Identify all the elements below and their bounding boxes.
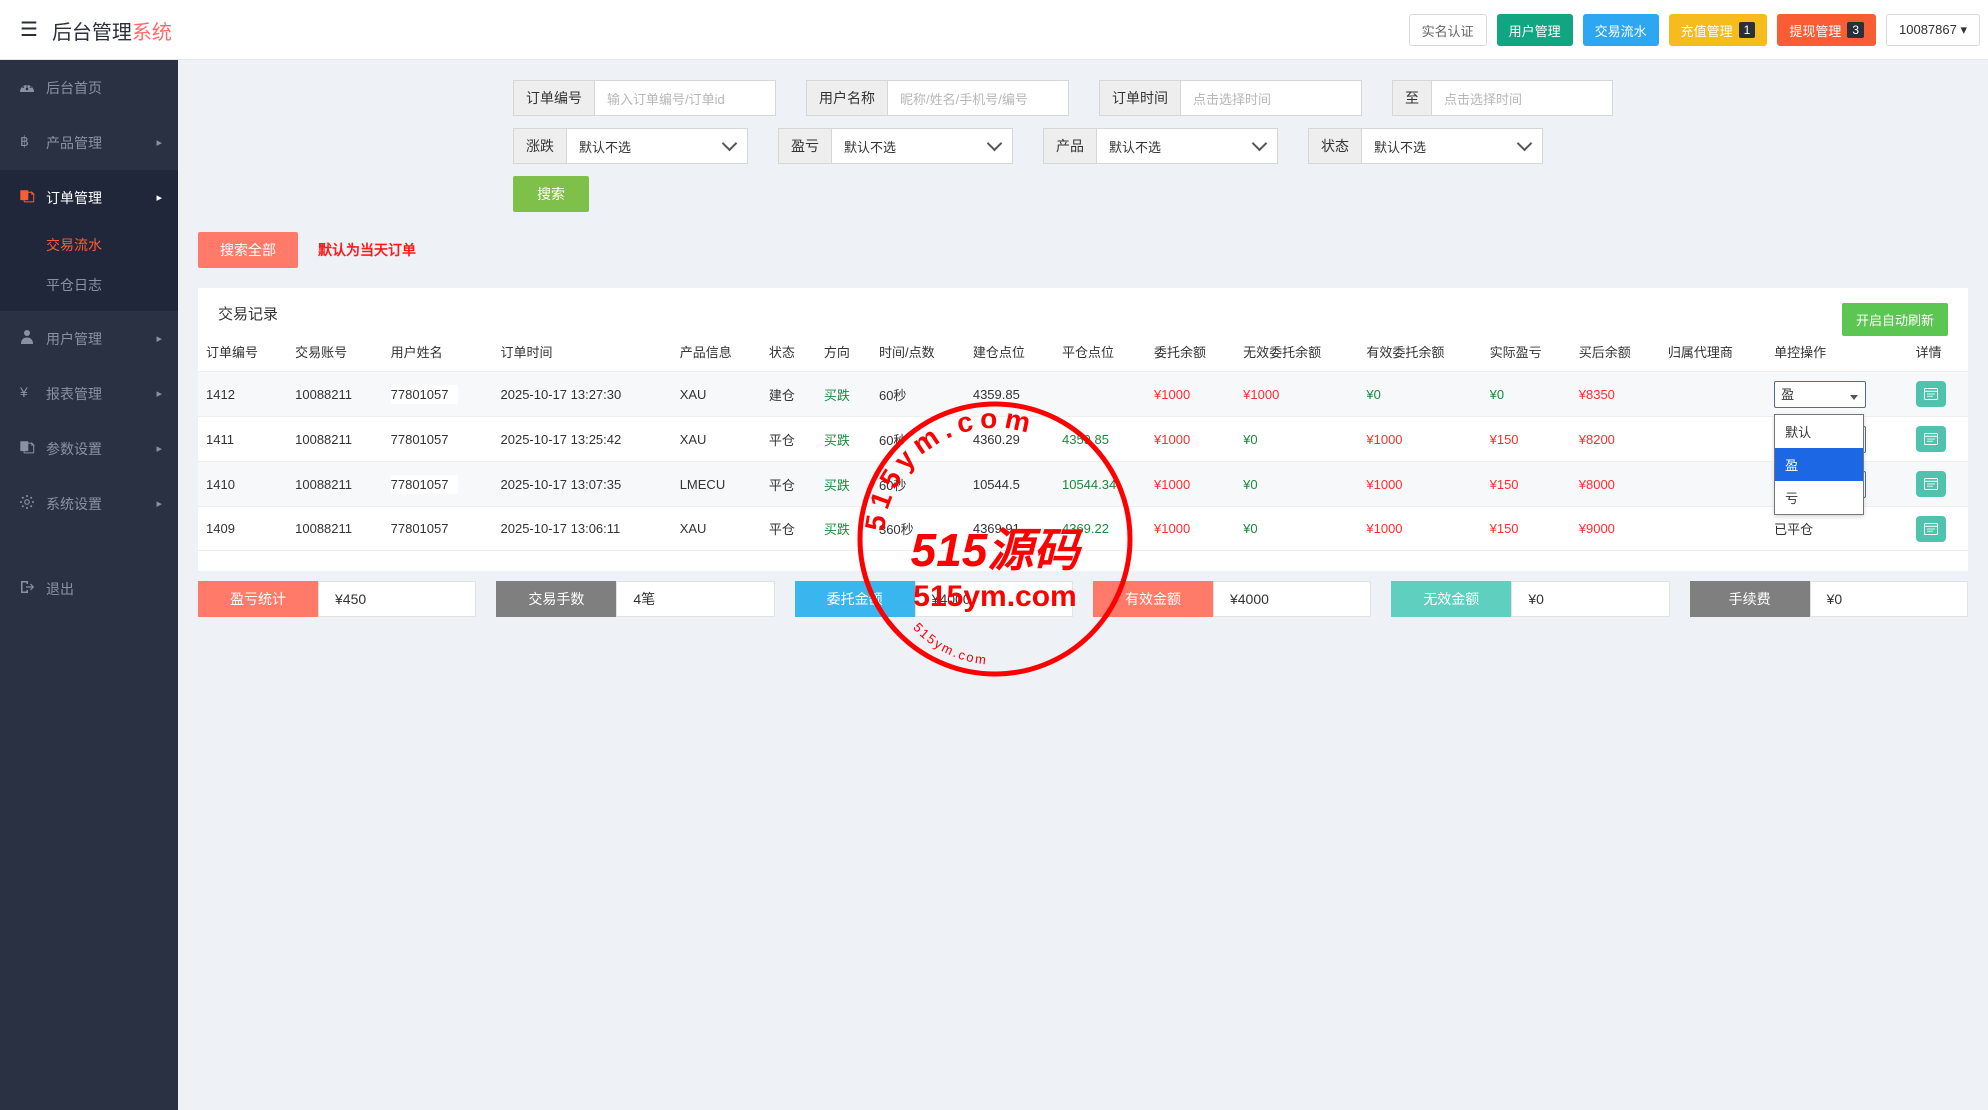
svg-text:¥: ¥ (20, 384, 28, 400)
svg-text:฿: ฿ (20, 133, 29, 149)
svg-text:515ym.com: 515ym.com (910, 620, 989, 668)
